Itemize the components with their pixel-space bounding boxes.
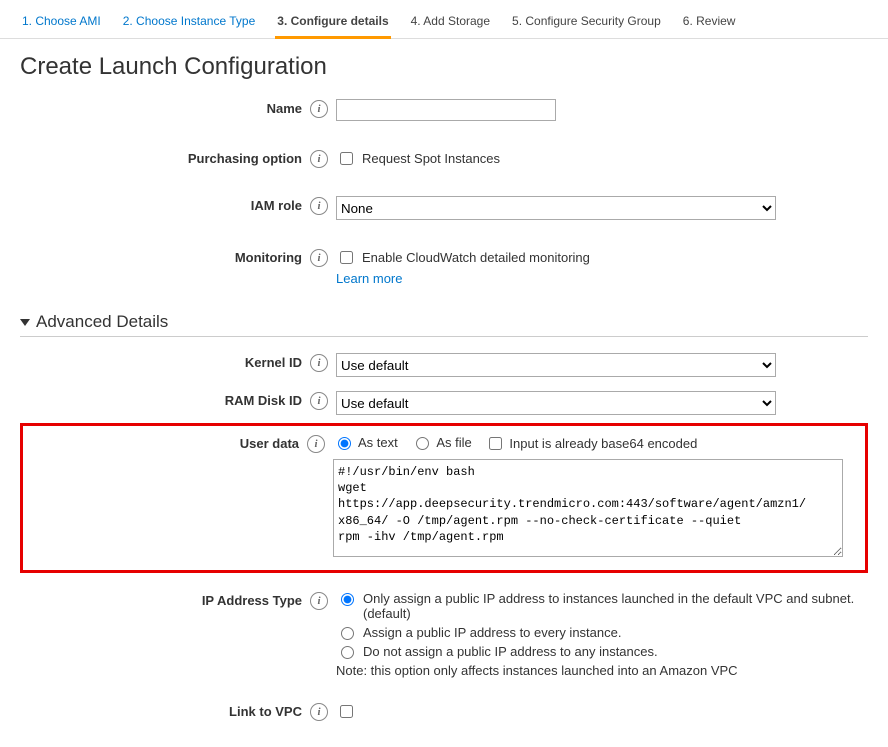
advanced-details-header[interactable]: Advanced Details xyxy=(20,312,868,337)
link-vpc-checkbox[interactable] xyxy=(340,705,353,718)
cloudwatch-label: Enable CloudWatch detailed monitoring xyxy=(362,250,590,265)
userdata-as-text-radio[interactable] xyxy=(338,437,351,450)
label-ramdisk: RAM Disk ID xyxy=(20,389,310,408)
kernel-select[interactable]: Use default xyxy=(336,353,776,377)
info-icon[interactable]: i xyxy=(310,592,328,610)
ip-option-default-label: Only assign a public IP address to insta… xyxy=(363,591,856,621)
info-icon[interactable]: i xyxy=(310,354,328,372)
ip-option-every-label: Assign a public IP address to every inst… xyxy=(363,625,621,640)
tab-choose-instance-type[interactable]: 2. Choose Instance Type xyxy=(121,8,258,38)
userdata-as-text-label: As text xyxy=(358,435,398,450)
page-title: Create Launch Configuration xyxy=(20,53,888,81)
row-ramdisk: RAM Disk ID i Use default xyxy=(20,383,868,421)
ramdisk-select[interactable]: Use default xyxy=(336,391,776,415)
row-name: Name i xyxy=(20,91,868,127)
tab-review[interactable]: 6. Review xyxy=(681,8,738,38)
user-data-highlight: User data i As text As file Input is alr… xyxy=(20,423,868,573)
request-spot-checkbox[interactable] xyxy=(340,152,353,165)
row-ip: IP Address Type i Only assign a public I… xyxy=(20,583,868,684)
ip-option-none-label: Do not assign a public IP address to any… xyxy=(363,644,658,659)
ip-option-none-radio[interactable] xyxy=(341,646,354,659)
cloudwatch-checkbox[interactable] xyxy=(340,251,353,264)
row-iam: IAM role i None xyxy=(20,188,868,226)
label-purchasing: Purchasing option xyxy=(20,147,310,166)
advanced-details-title: Advanced Details xyxy=(36,312,168,332)
row-purchasing: Purchasing option i Request Spot Instanc… xyxy=(20,141,868,174)
label-iam: IAM role xyxy=(20,194,310,213)
iam-role-select[interactable]: None xyxy=(336,196,776,220)
label-ip: IP Address Type xyxy=(20,589,310,608)
name-input[interactable] xyxy=(336,99,556,121)
tab-configure-details[interactable]: 3. Configure details xyxy=(275,8,390,39)
row-monitoring: Monitoring i Enable CloudWatch detailed … xyxy=(20,240,868,292)
learn-more-link[interactable]: Learn more xyxy=(336,271,402,286)
label-kernel: Kernel ID xyxy=(20,351,310,370)
info-icon[interactable]: i xyxy=(310,100,328,118)
userdata-textarea[interactable] xyxy=(333,459,843,557)
tab-configure-security-group[interactable]: 5. Configure Security Group xyxy=(510,8,663,38)
tab-choose-ami[interactable]: 1. Choose AMI xyxy=(20,8,103,38)
info-icon[interactable]: i xyxy=(310,249,328,267)
ip-option-default-radio[interactable] xyxy=(341,593,354,606)
label-monitoring: Monitoring xyxy=(20,246,310,265)
userdata-as-file-radio[interactable] xyxy=(416,437,429,450)
ip-option-every-radio[interactable] xyxy=(341,627,354,640)
userdata-b64-checkbox[interactable] xyxy=(489,437,502,450)
userdata-b64-label: Input is already base64 encoded xyxy=(509,436,697,451)
chevron-down-icon xyxy=(20,319,30,326)
row-link-vpc: Link to VPC i xyxy=(20,694,868,727)
label-name: Name xyxy=(20,97,310,116)
ip-note: Note: this option only affects instances… xyxy=(336,663,856,678)
info-icon[interactable]: i xyxy=(310,197,328,215)
info-icon[interactable]: i xyxy=(310,392,328,410)
row-userdata: User data i As text As file Input is alr… xyxy=(29,430,859,562)
label-userdata: User data xyxy=(29,432,307,451)
request-spot-label: Request Spot Instances xyxy=(362,151,500,166)
wizard-tabs: 1. Choose AMI 2. Choose Instance Type 3.… xyxy=(0,0,888,39)
info-icon[interactable]: i xyxy=(307,435,325,453)
info-icon[interactable]: i xyxy=(310,703,328,721)
info-icon[interactable]: i xyxy=(310,150,328,168)
tab-add-storage[interactable]: 4. Add Storage xyxy=(409,8,492,38)
label-link-vpc: Link to VPC xyxy=(20,700,310,719)
row-kernel: Kernel ID i Use default xyxy=(20,345,868,383)
userdata-as-file-label: As file xyxy=(436,435,471,450)
